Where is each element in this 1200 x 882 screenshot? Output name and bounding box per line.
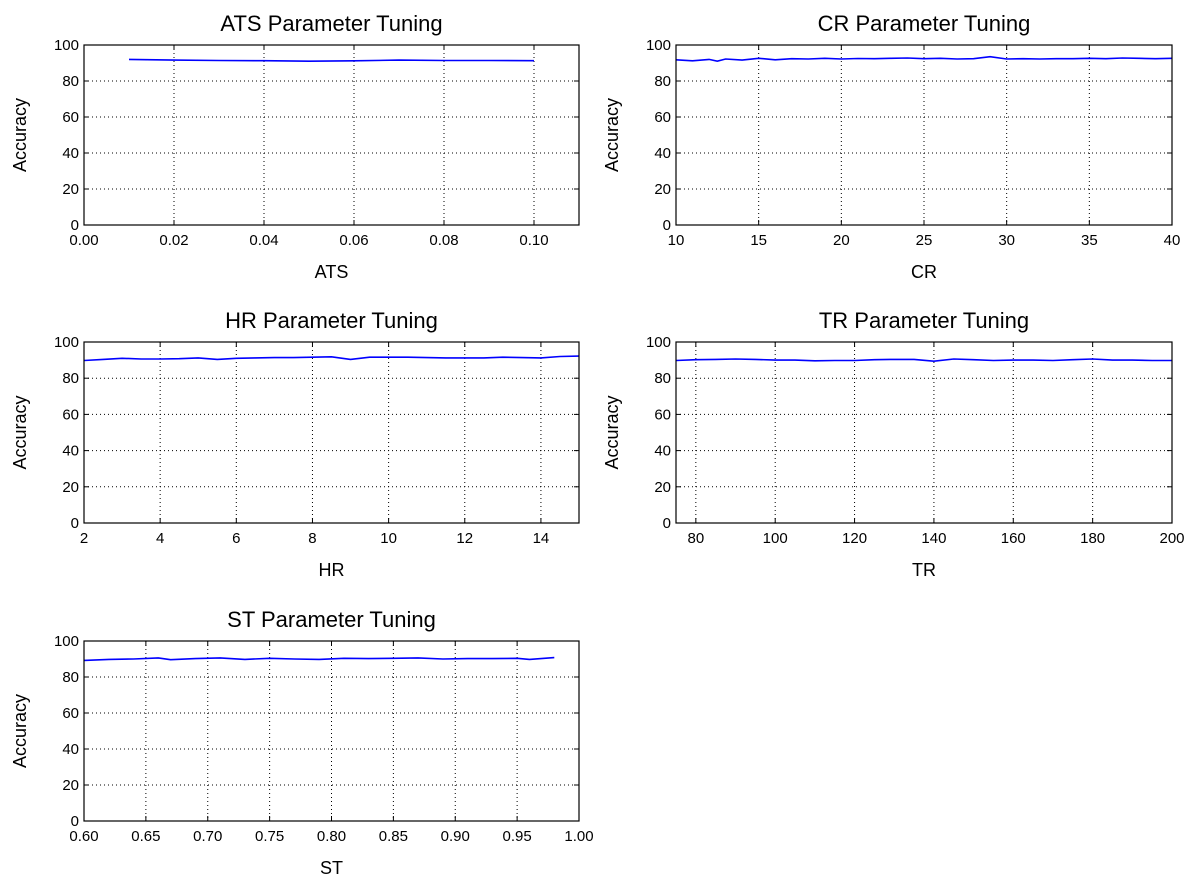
st-x-tick-label: 0.95 (503, 828, 532, 845)
ats-chart: ATS Parameter Tuning 0 20 40 60 80 100 0.00 0.02… (10, 11, 580, 282)
ats-x-axis-label: ATS (315, 262, 349, 282)
hr-plot-frame (83, 341, 580, 524)
tr-y-tick-label: 80 (654, 370, 671, 387)
hr-chart: HR Parameter Tuning 0 20 40 60 80 100 2 4 6 8 10 12 1… (10, 308, 580, 580)
ats-x-tick-label: 0.08 (429, 232, 458, 249)
st-series-line (83, 656, 555, 662)
st-plot-frame (83, 640, 580, 822)
tr-y-tick-label: 20 (654, 479, 671, 496)
tr-chart-title: TR Parameter Tuning (819, 308, 1029, 333)
hr-y-tick-label: 20 (62, 479, 79, 496)
st-y-axis-label: Accuracy (10, 694, 30, 768)
hr-x-axis-label: HR (319, 560, 345, 580)
hr-x-tick-label: 4 (156, 530, 164, 547)
tr-x-tick-label: 200 (1159, 530, 1184, 547)
tr-x-tick-label: 120 (842, 530, 867, 547)
cr-x-tick-label: 40 (1164, 232, 1181, 249)
tr-y-tick-label: 100 (646, 334, 671, 351)
st-x-tick-label: 0.75 (255, 828, 284, 845)
cr-chart-title: CR Parameter Tuning (818, 11, 1031, 36)
hr-chart-title: HR Parameter Tuning (225, 308, 438, 333)
cr-x-tick-label: 30 (998, 232, 1015, 249)
cr-x-tick-label: 35 (1081, 232, 1098, 249)
hr-series-line (83, 355, 580, 362)
st-x-axis-label: ST (320, 858, 343, 878)
cr-x-tick-label: 25 (916, 232, 933, 249)
cr-y-axis-label: Accuracy (602, 98, 622, 172)
tr-x-tick-label: 100 (763, 530, 788, 547)
st-chart: ST Parameter Tuning 0 20 40 60 80 100 0.60 0.65 0… (10, 607, 594, 878)
st-y-tick-label: 100 (54, 633, 79, 650)
cr-x-tick-label: 15 (750, 232, 767, 249)
hr-x-tick-label: 14 (533, 530, 550, 547)
hr-x-tick-label: 12 (456, 530, 473, 547)
cr-x-axis-label: CR (911, 262, 937, 282)
st-chart-title: ST Parameter Tuning (227, 607, 436, 632)
st-y-tick-label: 80 (62, 669, 79, 686)
ats-x-tick-label: 0.00 (69, 232, 98, 249)
st-x-tick-label: 0.90 (441, 828, 470, 845)
st-x-tick-label: 0.70 (193, 828, 222, 845)
ats-y-axis-label: Accuracy (10, 98, 30, 172)
st-x-tick-label: 0.60 (69, 828, 98, 845)
cr-y-tick-label: 60 (654, 109, 671, 126)
cr-plot-frame (675, 44, 1173, 226)
hr-y-tick-label: 60 (62, 406, 79, 423)
tr-x-tick-label: 180 (1080, 530, 1105, 547)
st-y-tick-label: 60 (62, 705, 79, 722)
tr-x-tick-label: 160 (1001, 530, 1026, 547)
ats-plot-frame (83, 44, 580, 226)
ats-y-tick-label: 40 (62, 145, 79, 162)
hr-y-tick-label: 100 (54, 334, 79, 351)
ats-x-tick-label: 0.04 (249, 232, 278, 249)
st-x-tick-label: 1.00 (564, 828, 593, 845)
st-y-tick-label: 20 (62, 777, 79, 794)
ats-y-tick-label: 20 (62, 181, 79, 198)
hr-x-tick-label: 2 (80, 530, 88, 547)
cr-y-tick-label: 0 (663, 217, 671, 234)
cr-x-tick-label: 10 (668, 232, 685, 249)
tr-y-tick-label: 40 (654, 443, 671, 460)
tr-y-tick-label: 0 (663, 515, 671, 532)
ats-y-tick-label: 0 (71, 217, 79, 234)
st-x-tick-label: 0.80 (317, 828, 346, 845)
ats-chart-title: ATS Parameter Tuning (220, 11, 442, 36)
ats-y-tick-label: 60 (62, 109, 79, 126)
hr-x-tick-label: 10 (380, 530, 397, 547)
ats-x-tick-label: 0.06 (339, 232, 368, 249)
ats-x-tick-label: 0.02 (159, 232, 188, 249)
tr-series-line (675, 358, 1172, 363)
hr-y-tick-label: 80 (62, 370, 79, 387)
tr-x-tick-label: 140 (921, 530, 946, 547)
ats-x-tick-label: 0.10 (519, 232, 548, 249)
tr-chart: TR Parameter Tuning 0 20 40 60 80 100 80 100 120 1… (602, 308, 1185, 580)
cr-chart: CR Parameter Tuning 0 20 40 60 80 100 10 15 20 25 3… (602, 11, 1180, 282)
cr-y-tick-label: 100 (646, 37, 671, 54)
cr-y-tick-label: 40 (654, 145, 671, 162)
cr-y-tick-label: 20 (654, 181, 671, 198)
hr-y-tick-label: 40 (62, 443, 79, 460)
tr-y-tick-label: 60 (654, 406, 671, 423)
ats-y-tick-label: 100 (54, 37, 79, 54)
cr-series-line (675, 55, 1173, 63)
hr-x-tick-label: 6 (232, 530, 240, 547)
st-y-tick-label: 40 (62, 741, 79, 758)
hr-x-tick-label: 8 (308, 530, 316, 547)
hr-y-tick-label: 0 (71, 515, 79, 532)
tr-x-tick-label: 80 (687, 530, 704, 547)
cr-x-tick-label: 20 (833, 232, 850, 249)
st-y-tick-label: 0 (71, 813, 79, 830)
tr-x-axis-label: TR (912, 560, 936, 580)
st-x-tick-label: 0.85 (379, 828, 408, 845)
tr-y-axis-label: Accuracy (602, 395, 622, 469)
cr-y-tick-label: 80 (654, 73, 671, 90)
tr-plot-frame (675, 341, 1173, 524)
hr-y-axis-label: Accuracy (10, 395, 30, 469)
st-x-tick-label: 0.65 (131, 828, 160, 845)
ats-y-tick-label: 80 (62, 73, 79, 90)
ats-series-line (128, 58, 535, 63)
